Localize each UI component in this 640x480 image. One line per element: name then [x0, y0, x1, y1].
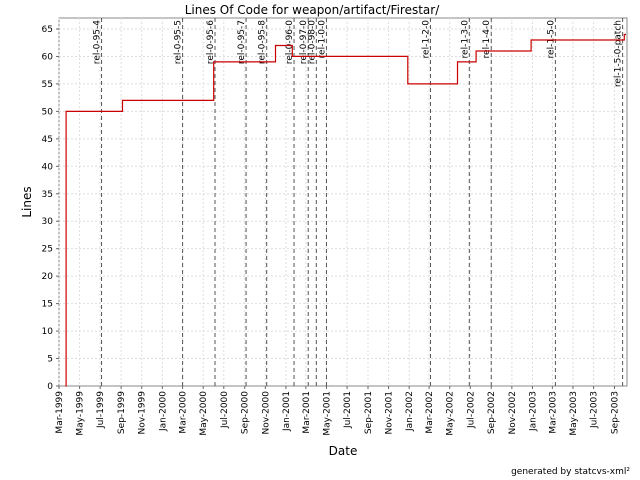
x-tick-label: Sep-1999	[117, 391, 127, 434]
y-tick-label: 35	[42, 190, 53, 200]
y-tick-label: 55	[42, 80, 53, 90]
x-tick-label: Jul-2000	[220, 391, 230, 429]
x-tick-label: Jul-2003	[590, 391, 600, 429]
tag-label: rel-1-3-0	[460, 20, 470, 59]
x-tick-label: Mar-1999	[55, 391, 65, 434]
y-tick-label: 45	[42, 135, 53, 145]
y-tick-label: 30	[42, 217, 54, 227]
x-tick-label: Mar-2002	[425, 391, 435, 434]
y-tick-label: 50	[42, 107, 54, 117]
x-tick-label: Mar-2003	[548, 391, 558, 434]
tag-label: rel-1-0-0	[317, 20, 327, 59]
tag-label: rel-0-98-0	[307, 20, 317, 64]
x-axis: Mar-1999 May-1999 Jul-1999 Sep-1999 Nov-1999…	[55, 386, 621, 436]
chart-title: Lines Of Code for weapon/artifact/Firest…	[185, 3, 440, 17]
x-tick-label: Jul-2002	[466, 391, 476, 429]
x-tick-label: Nov-2001	[385, 391, 395, 434]
tag-label: rel-0-97-0	[299, 20, 309, 64]
x-tick-label: Jul-1999	[96, 391, 106, 429]
y-tick-label: 10	[42, 327, 54, 337]
x-tick-label: Jul-2001	[343, 391, 353, 429]
tag-label: rel-0-96-0	[285, 20, 295, 64]
tag-label: rel-1-4-0	[482, 20, 492, 59]
y-axis-label: Lines	[20, 186, 34, 217]
x-tick-label: May-2002	[446, 391, 456, 436]
x-tick-label: May-2000	[199, 391, 209, 436]
x-tick-label: Mar-2000	[179, 391, 189, 434]
x-tick-label: Sep-2002	[487, 391, 497, 434]
x-tick-label: Jan-2003	[528, 391, 538, 432]
x-tick-label: Mar-2001	[302, 391, 312, 434]
x-tick-label: May-2001	[322, 391, 332, 436]
x-tick-label: Sep-2003	[611, 391, 621, 434]
x-tick-label: May-1999	[76, 391, 86, 436]
x-tick-label: Nov-2002	[508, 391, 518, 434]
tag-label: rel-0-95-7	[237, 20, 247, 64]
y-tick-label: 15	[42, 300, 53, 310]
y-axis: 0 5 10 15 20 25 30 35 40 45 50 55 60 65	[42, 25, 59, 392]
y-tick-label: 20	[42, 272, 54, 282]
tag-label: rel-0-95-4	[93, 20, 103, 64]
x-tick-label: Sep-2000	[241, 391, 251, 434]
tag-label: rel-1-5-0	[546, 20, 556, 59]
y-tick-label: 25	[42, 245, 53, 255]
tag-label: rel-1-2-0	[421, 20, 431, 59]
y-tick-label: 0	[47, 382, 53, 392]
loc-series-line	[65, 33, 626, 387]
y-tick-label: 60	[42, 52, 54, 62]
x-tick-label: Nov-2000	[261, 391, 271, 435]
tag-label: rel-0-95-8	[258, 20, 268, 64]
x-tick-label: Sep-2001	[364, 391, 374, 434]
series-layer	[65, 33, 626, 387]
y-tick-label: 5	[47, 355, 53, 365]
x-tick-label: May-2003	[569, 391, 579, 436]
tag-markers: rel-0-95-4 rel-0-95-5 rel-0-95-6 rel-0-95-7…	[93, 18, 624, 386]
x-tick-label: Jan-2000	[158, 391, 168, 432]
tag-label: rel-0-95-6	[206, 20, 216, 64]
x-tick-label: Jan-2001	[282, 391, 292, 432]
tag-label: rel-0-95-5	[174, 20, 184, 64]
generator-credit: generated by statcvs-xml²	[511, 467, 630, 477]
y-tick-label: 40	[42, 162, 54, 172]
y-tick-label: 65	[42, 25, 53, 35]
tag-label: rel-1-5-0-patch	[614, 20, 624, 87]
x-tick-label: Jan-2002	[405, 391, 415, 432]
x-tick-label: Nov-1999	[138, 391, 148, 435]
x-axis-label: Date	[329, 444, 358, 458]
